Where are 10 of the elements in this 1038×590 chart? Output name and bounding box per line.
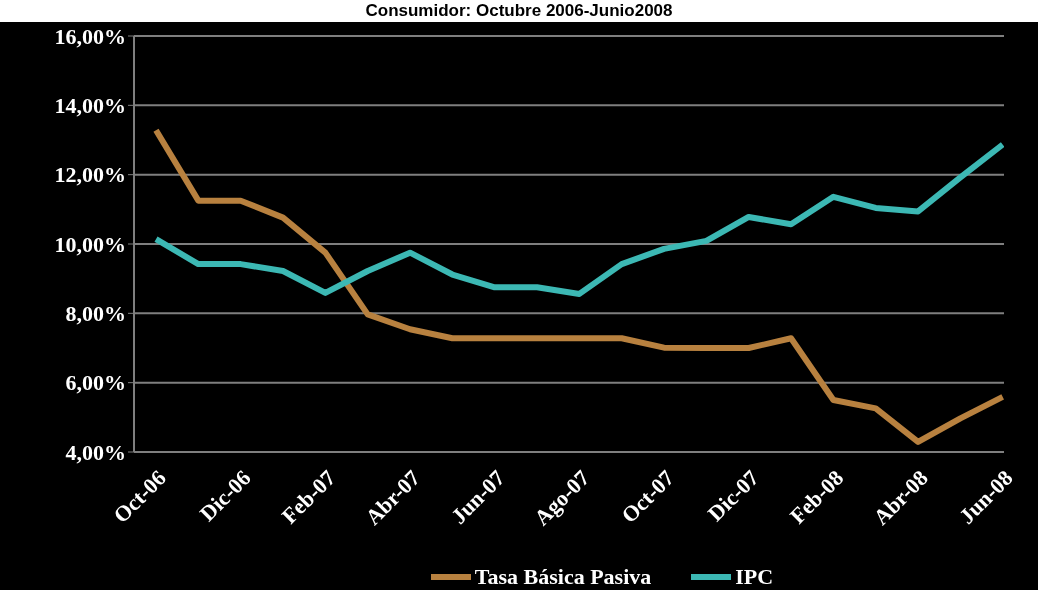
legend-label: IPC xyxy=(735,564,774,590)
y-tick-label: 12,00% xyxy=(54,162,126,188)
y-tick-label: 4,00% xyxy=(65,439,126,465)
y-tick-label: 16,00% xyxy=(54,23,126,49)
y-tick-label: 8,00% xyxy=(65,301,126,327)
legend-label: Tasa Básica Pasiva xyxy=(474,564,652,590)
y-tick-label: 6,00% xyxy=(65,370,126,396)
y-tick-label: 14,00% xyxy=(54,93,126,119)
y-tick-label: 10,00% xyxy=(54,231,126,257)
chart-title: Consumidor: Octubre 2006-Junio2008 xyxy=(0,0,1038,22)
